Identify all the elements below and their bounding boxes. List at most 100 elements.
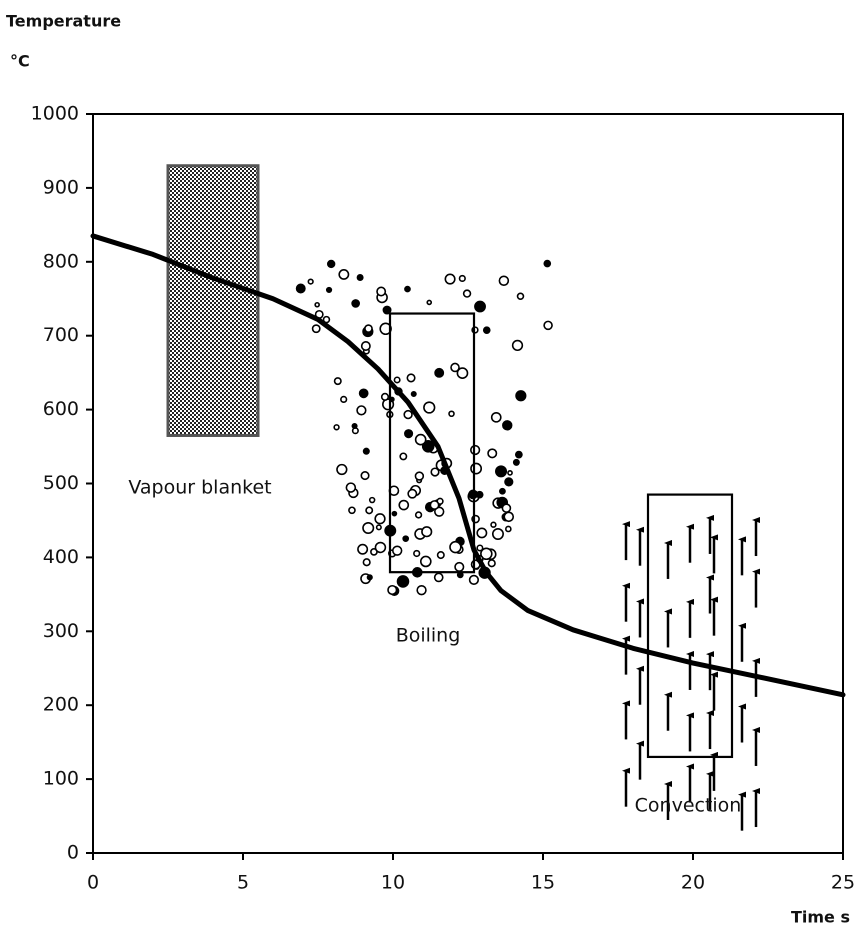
bubble (358, 545, 367, 554)
bubble (377, 287, 385, 295)
bubble (357, 275, 362, 280)
bubble (363, 559, 370, 566)
bubble (477, 545, 482, 550)
bubble (313, 325, 320, 332)
bubble (328, 261, 335, 268)
y-axis-unit: °C (10, 52, 30, 71)
bubble (513, 341, 523, 351)
bubble (416, 512, 422, 518)
bubble (337, 465, 347, 475)
bubble (367, 575, 372, 580)
bubble (360, 389, 368, 397)
y-tick-label: 600 (43, 398, 79, 420)
y-tick-label: 1000 (31, 103, 79, 125)
y-tick-label: 100 (43, 768, 79, 790)
bubble (493, 529, 503, 539)
bubble (352, 300, 359, 307)
bubble (375, 543, 385, 553)
bubble (455, 563, 464, 572)
bubble (407, 374, 414, 381)
y-tick-label: 700 (43, 324, 79, 346)
bubble (499, 276, 508, 285)
bubble (544, 321, 552, 329)
chart: Temperature °C Time s 010020030040050060… (0, 0, 857, 933)
bubble (415, 472, 423, 480)
x-tick-label: 5 (237, 872, 249, 894)
bubble (514, 460, 519, 465)
y-tick-label: 400 (43, 546, 79, 568)
bubble (506, 526, 511, 531)
bubble (361, 472, 368, 479)
bubble (362, 342, 370, 350)
bubble (408, 490, 416, 498)
bubble (424, 402, 435, 413)
bubble (363, 523, 373, 533)
bubble (504, 512, 513, 521)
vapour-blanket (168, 166, 258, 436)
bubble (397, 576, 408, 587)
x-tick-label: 20 (681, 872, 705, 894)
bubble (518, 293, 524, 299)
bubble (457, 368, 467, 378)
bubble (500, 489, 505, 494)
bubble (477, 492, 483, 498)
bubble (400, 453, 406, 459)
bubble (366, 507, 372, 513)
bubble (334, 425, 339, 430)
bubble (399, 501, 408, 510)
bubble (393, 546, 402, 555)
bubble (335, 378, 341, 384)
bubble (341, 397, 347, 403)
bubble (370, 498, 375, 503)
bubble (388, 586, 396, 594)
bubble (414, 551, 420, 557)
bubble (412, 392, 416, 396)
bubble (315, 303, 319, 307)
bubble (422, 527, 432, 537)
bubble (394, 377, 399, 382)
bubble (488, 449, 496, 457)
region-label: Convection (635, 795, 742, 817)
x-tick-label: 10 (381, 872, 405, 894)
bubble (327, 288, 332, 293)
bubble (405, 430, 412, 437)
bubble (491, 522, 496, 527)
bubble (416, 435, 426, 445)
y-axis-title: Temperature (6, 12, 121, 31)
bubble (502, 504, 510, 512)
bubble (471, 446, 480, 455)
bubble (503, 421, 512, 430)
bubble (352, 424, 356, 428)
y-tick-label: 900 (43, 176, 79, 198)
bubble (349, 507, 355, 513)
bubble (392, 512, 396, 516)
bubble (492, 413, 501, 422)
bubble (464, 290, 471, 297)
bubble (516, 391, 526, 401)
bubble (297, 284, 305, 292)
bubble (403, 536, 408, 541)
bubble (450, 542, 461, 553)
y-tick-label: 500 (43, 472, 79, 494)
x-tick-label: 25 (831, 872, 855, 894)
bubble (544, 261, 550, 267)
bubble (471, 463, 481, 473)
bubble (375, 514, 385, 524)
y-tick-label: 300 (43, 620, 79, 642)
bubble (435, 573, 443, 581)
bubble (488, 560, 495, 567)
bubble (417, 586, 426, 595)
bubble (364, 448, 369, 453)
bubble (484, 327, 490, 333)
region-label: Vapour blanket (128, 477, 271, 499)
page: {"chart_data": { "type": "line", "y_labe… (0, 0, 857, 933)
bubble (508, 471, 512, 475)
bubble (346, 483, 355, 492)
x-tick-label: 15 (531, 872, 555, 894)
y-tick-label: 200 (43, 694, 79, 716)
bubble (449, 411, 454, 416)
y-tick-label: 0 (67, 842, 79, 864)
bubble (475, 301, 485, 311)
bubble (404, 411, 412, 419)
x-tick-label: 0 (87, 872, 99, 894)
